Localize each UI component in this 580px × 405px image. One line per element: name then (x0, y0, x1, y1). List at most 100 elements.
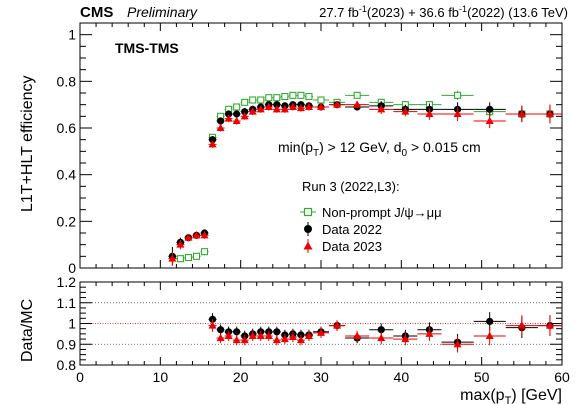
data-point (257, 96, 265, 104)
legend-data2023-marker (303, 241, 313, 250)
data-point (241, 108, 249, 116)
data-point (272, 335, 281, 344)
data-point (176, 255, 184, 263)
luminosity-label: 27.7 fb-1(2023) + 36.6 fb-1(2022) (13.6 … (319, 4, 568, 20)
main-y-tick-label: 0.4 (57, 167, 77, 183)
data-point (288, 332, 297, 340)
legend-title: Run 3 (2022,L3): (302, 179, 400, 194)
ratio-y-axis-label: Data/MC (19, 299, 36, 362)
data-point (486, 105, 494, 113)
main-y-axis-label: L1T+HLT efficiency (19, 75, 36, 212)
ratio-axes: 0.8 0.9 1 1.1 1.2 0 10 20 30 40 50 60 (57, 274, 570, 385)
main-axes: 0 0.2 0.4 0.6 0.8 1 (57, 22, 563, 276)
x-tick-label: 60 (554, 369, 570, 385)
data-point (425, 109, 434, 117)
data-point (264, 331, 273, 339)
data-point (296, 103, 305, 112)
legend: Non-prompt J/ψ→μμ Data 2022 Data 2023 (300, 205, 442, 254)
data-point (486, 317, 494, 326)
lumi-suffix: (2022) (13.6 TeV) (467, 5, 568, 20)
data-point (304, 102, 313, 110)
data-point (216, 117, 225, 125)
legend-entry-nonprompt: Non-prompt J/ψ→μμ (300, 205, 442, 220)
data-point (304, 331, 313, 339)
data-point (232, 335, 241, 344)
data-point (232, 116, 241, 124)
data-point (208, 321, 217, 329)
ratio-y-tick-label: 1.1 (57, 295, 77, 311)
main-data-points (168, 90, 562, 266)
data-point (281, 92, 289, 101)
data-point (485, 116, 494, 124)
data-point (184, 253, 192, 262)
data-point (224, 331, 233, 339)
x-tick-label: 20 (233, 369, 249, 385)
data-point (425, 329, 434, 337)
legend-nonprompt-label: Non-prompt J/ψ→μμ (322, 205, 442, 220)
data-point (454, 91, 462, 99)
data-point (273, 328, 281, 336)
data-point (353, 331, 362, 339)
data-point (377, 105, 386, 113)
data-point (208, 140, 217, 148)
ratio-data-points (208, 312, 562, 353)
data-point (353, 91, 361, 99)
lumi-exp-1: -1 (359, 4, 367, 14)
data-point (280, 334, 289, 343)
data-point (377, 333, 386, 342)
main-y-tick-label: 0.8 (57, 73, 77, 89)
data-point (168, 254, 177, 262)
data-point (176, 240, 185, 248)
preliminary-label: Preliminary (127, 4, 198, 20)
data-point (288, 102, 297, 110)
data-point (317, 96, 325, 104)
data-point (353, 100, 362, 108)
data-point (264, 102, 273, 110)
data-point (317, 102, 325, 110)
data-point (305, 92, 313, 101)
x-tick-label: 0 (76, 369, 84, 385)
main-y-tick-label: 1 (68, 27, 76, 43)
ratio-y-tick-label: 1 (68, 316, 76, 332)
ratio-y-tick-label: 0.8 (57, 357, 77, 373)
data-point (280, 105, 289, 113)
data-point (296, 335, 305, 344)
category-label: TMS-TMS (115, 40, 179, 56)
x-tick-label: 30 (313, 369, 329, 385)
data-point (256, 331, 265, 339)
data-point (545, 109, 554, 117)
data-point (333, 321, 342, 329)
data-point (545, 321, 554, 329)
data-point (192, 252, 201, 260)
data-point (401, 107, 410, 115)
data-point (225, 110, 233, 118)
data-point (265, 94, 273, 102)
main-y-tick-label: 0.6 (57, 120, 77, 136)
data-point (453, 109, 462, 117)
data-point (208, 136, 217, 144)
x-tick-label: 40 (394, 369, 410, 385)
lumi-mid: (2023) + 36.6 fb (367, 5, 459, 20)
data-point (216, 333, 225, 342)
data-point (289, 91, 297, 99)
main-y-tick-label: 0 (68, 260, 76, 276)
data-point (216, 123, 225, 131)
legend-data2023-label: Data 2023 (322, 239, 382, 254)
data-point (192, 231, 201, 239)
data-point (297, 91, 305, 99)
data-point (377, 326, 385, 334)
data-point (273, 101, 281, 109)
data-point (248, 107, 257, 115)
legend-entry-data2023: Data 2023 (303, 239, 382, 254)
data-point (317, 328, 325, 336)
x-tick-label: 50 (474, 369, 490, 385)
data-point (224, 114, 233, 122)
data-point (256, 105, 265, 113)
data-point (216, 326, 225, 334)
ratio-y-tick-label: 1.2 (57, 274, 77, 290)
legend-data2022-label: Data 2022 (322, 222, 382, 237)
x-axis-label: max(pT) [GeV] (460, 387, 562, 405)
ratio-series-0 (208, 312, 562, 351)
main-series-2 (168, 100, 562, 266)
